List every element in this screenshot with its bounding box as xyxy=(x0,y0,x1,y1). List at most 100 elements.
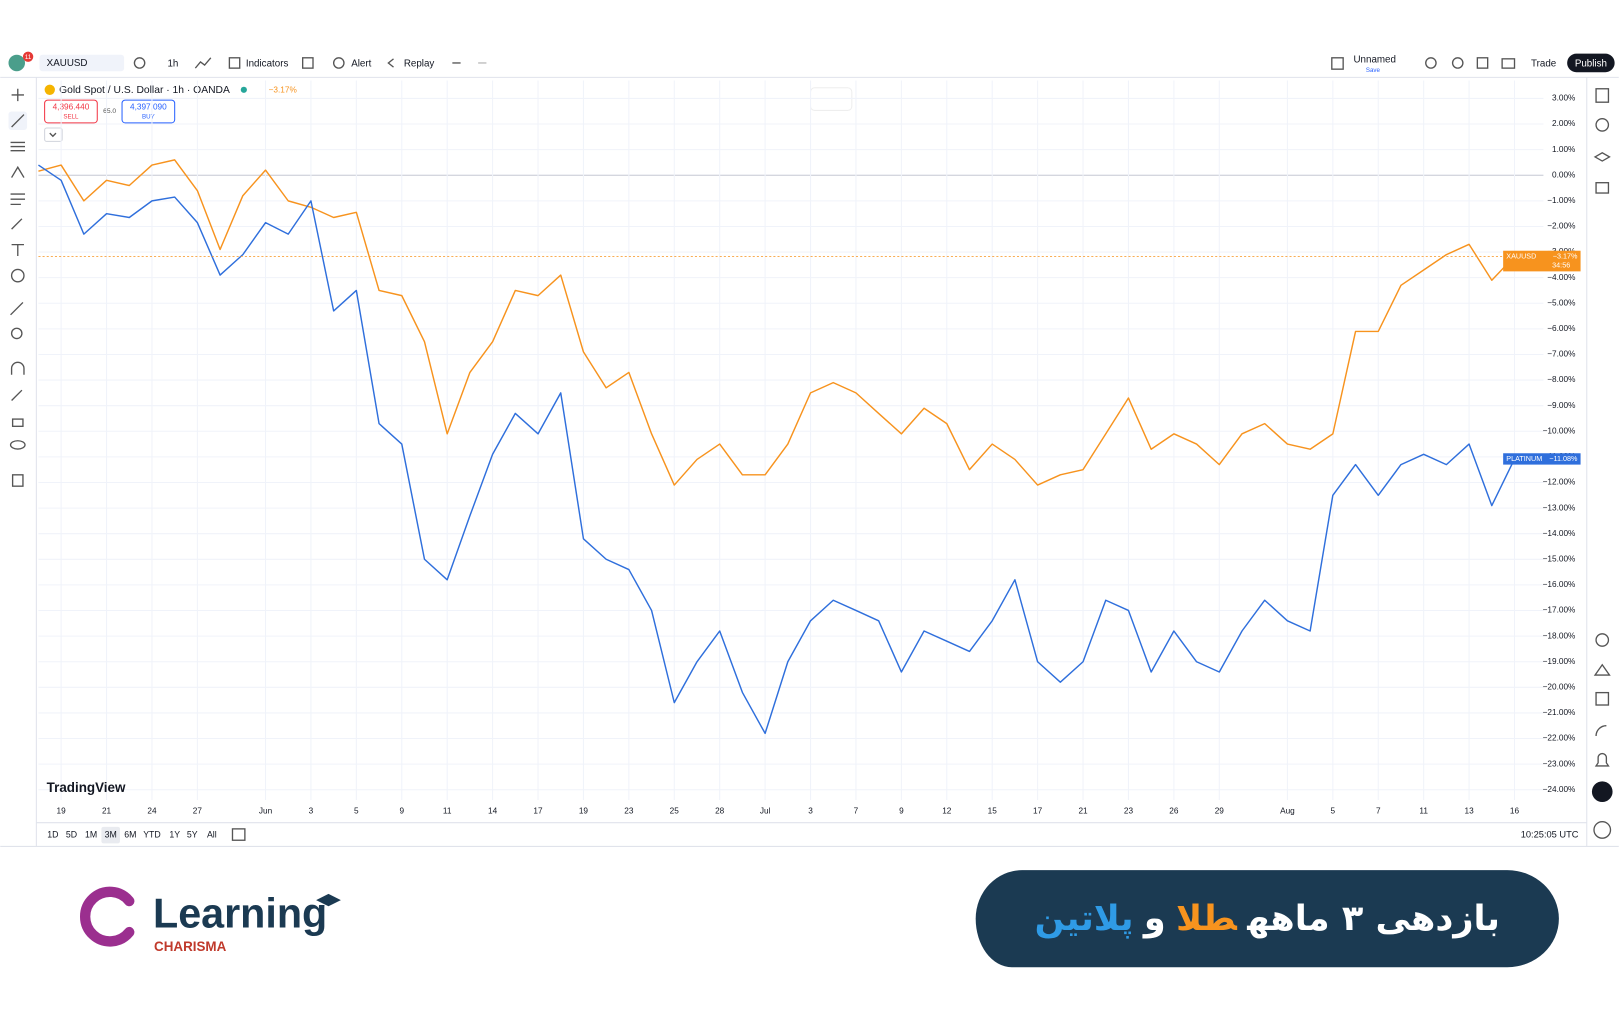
lock-tool[interactable] xyxy=(11,418,24,427)
alert[interactable]: Alert xyxy=(351,59,371,70)
interval[interactable]: 1h xyxy=(167,59,178,70)
chat-icon[interactable] xyxy=(1595,182,1610,194)
y-tick-label: −2.00% xyxy=(1547,222,1576,231)
range-button[interactable]: YTD xyxy=(143,829,161,839)
text-tool[interactable] xyxy=(11,243,24,256)
stream-icon[interactable] xyxy=(1595,724,1607,737)
collapse-button[interactable] xyxy=(44,127,63,142)
x-tick-label: 14 xyxy=(488,807,498,816)
banner-title: بازدهی ۳ ماههطلاوپلاتین xyxy=(991,877,1543,960)
help-icon[interactable] xyxy=(1593,820,1612,839)
brush-tool[interactable] xyxy=(11,218,23,230)
x-tick-label: 19 xyxy=(579,807,589,816)
symbol-box[interactable] xyxy=(39,54,125,72)
calendar-icon[interactable] xyxy=(1595,691,1610,706)
badge-bg xyxy=(22,51,34,62)
layout-widget[interactable] xyxy=(810,87,853,111)
hide-tool[interactable] xyxy=(9,440,26,450)
logo-subtext: CHARISMA xyxy=(154,939,227,954)
sell-price[interactable]: 4,396.440 xyxy=(53,103,90,112)
y-tick-label: −8.00% xyxy=(1547,375,1576,384)
chart-legend: Gold Spot / U.S. Dollar · 1h · OANDA −3.… xyxy=(44,84,853,142)
buy-price[interactable]: 4,397.090 xyxy=(130,103,167,112)
forecast-tool[interactable] xyxy=(10,193,26,206)
range-button[interactable]: 5D xyxy=(66,829,77,839)
x-tick-label: 9 xyxy=(399,807,404,816)
symbol[interactable]: XAUUSD xyxy=(47,58,88,69)
symbol-logo xyxy=(44,84,55,95)
y-tick-label: −7.00% xyxy=(1547,350,1576,359)
snapshot-icon[interactable] xyxy=(1501,58,1516,69)
replay-icon[interactable] xyxy=(387,58,394,68)
range-button[interactable]: 1Y xyxy=(169,829,180,839)
replay[interactable]: Replay xyxy=(404,59,435,70)
badge: 11 xyxy=(25,54,32,61)
settings-icon[interactable] xyxy=(1451,57,1464,69)
publish[interactable]: Publish xyxy=(1575,59,1607,70)
publish-button[interactable] xyxy=(1567,53,1615,73)
crosshair-tool[interactable] xyxy=(11,88,24,102)
trade[interactable]: Trade xyxy=(1531,59,1557,70)
x-tick-label: 21 xyxy=(102,807,112,816)
buy-button[interactable] xyxy=(121,99,176,124)
save[interactable]: Save xyxy=(1366,67,1381,74)
emoji-tool[interactable] xyxy=(10,268,25,283)
templates-icon[interactable] xyxy=(302,57,314,69)
y-tick-label: −20.00% xyxy=(1543,682,1576,691)
magnet-tool[interactable] xyxy=(10,361,25,375)
layout-name[interactable]: Unnamed xyxy=(1353,54,1395,65)
x-tick-label: 7 xyxy=(854,807,859,816)
sell-button[interactable] xyxy=(44,99,98,124)
y-tick-label: −22.00% xyxy=(1543,734,1576,743)
legend-title[interactable]: Gold Spot / U.S. Dollar · 1h · OANDA xyxy=(59,85,230,96)
date-range-icon[interactable] xyxy=(231,828,246,841)
logo-mark xyxy=(80,886,135,947)
target-icon[interactable] xyxy=(1595,633,1610,647)
range-button[interactable]: 3M xyxy=(105,829,117,839)
ruler-tool[interactable] xyxy=(10,301,24,316)
pattern-tool[interactable] xyxy=(11,165,25,178)
countdown: 34:56 xyxy=(1552,261,1570,270)
layout-icon[interactable] xyxy=(1331,57,1344,70)
layers-icon[interactable] xyxy=(1593,151,1611,162)
y-tick-label: −5.00% xyxy=(1547,298,1576,307)
ideas-icon[interactable] xyxy=(1593,663,1611,676)
range-button[interactable]: 6M xyxy=(124,829,136,839)
y-tick-label: 3.00% xyxy=(1552,94,1576,103)
y-tick-label: −17.00% xyxy=(1543,606,1576,615)
y-tick-label: −23.00% xyxy=(1543,759,1576,768)
buy-label[interactable]: BUY xyxy=(142,113,155,120)
range-button[interactable]: 1D xyxy=(47,829,58,839)
x-tick-label: 11 xyxy=(443,807,452,816)
zoom-tool[interactable] xyxy=(10,327,23,340)
branding: Learning CHARISMA xyxy=(80,886,341,954)
x-tick-label: 23 xyxy=(624,807,634,816)
avatar[interactable] xyxy=(8,54,26,72)
indicators-icon[interactable] xyxy=(228,57,241,69)
alerts-icon[interactable] xyxy=(1595,118,1610,132)
range-button[interactable]: 1M xyxy=(85,829,97,839)
apps-icon[interactable] xyxy=(1591,781,1613,803)
series-line xyxy=(38,159,1516,486)
x-tick-label: 26 xyxy=(1169,807,1179,816)
alert-icon[interactable] xyxy=(332,57,345,69)
watchlist-icon[interactable] xyxy=(1595,88,1610,103)
add-icon[interactable] xyxy=(133,57,146,69)
trendline-tool[interactable] xyxy=(11,114,25,128)
search-icon[interactable] xyxy=(1425,57,1437,69)
sell-label[interactable]: SELL xyxy=(63,113,79,120)
fullscreen-icon[interactable] xyxy=(1476,57,1489,69)
fib-tool[interactable] xyxy=(10,141,26,152)
chart-type-icon[interactable] xyxy=(194,57,212,69)
notifications-icon[interactable] xyxy=(1594,752,1610,767)
range-button[interactable]: All xyxy=(207,829,217,839)
y-tick-label: −16.00% xyxy=(1543,580,1576,589)
draw-mode-tool[interactable] xyxy=(11,389,23,401)
range-button[interactable]: 5Y xyxy=(187,829,198,839)
logo-text: Learning xyxy=(153,891,327,937)
indicators[interactable]: Indicators xyxy=(246,59,289,70)
series-tag-name: XAUUSD xyxy=(1506,251,1536,260)
x-tick-label: Aug xyxy=(1280,807,1295,816)
trash-tool[interactable] xyxy=(11,474,24,487)
